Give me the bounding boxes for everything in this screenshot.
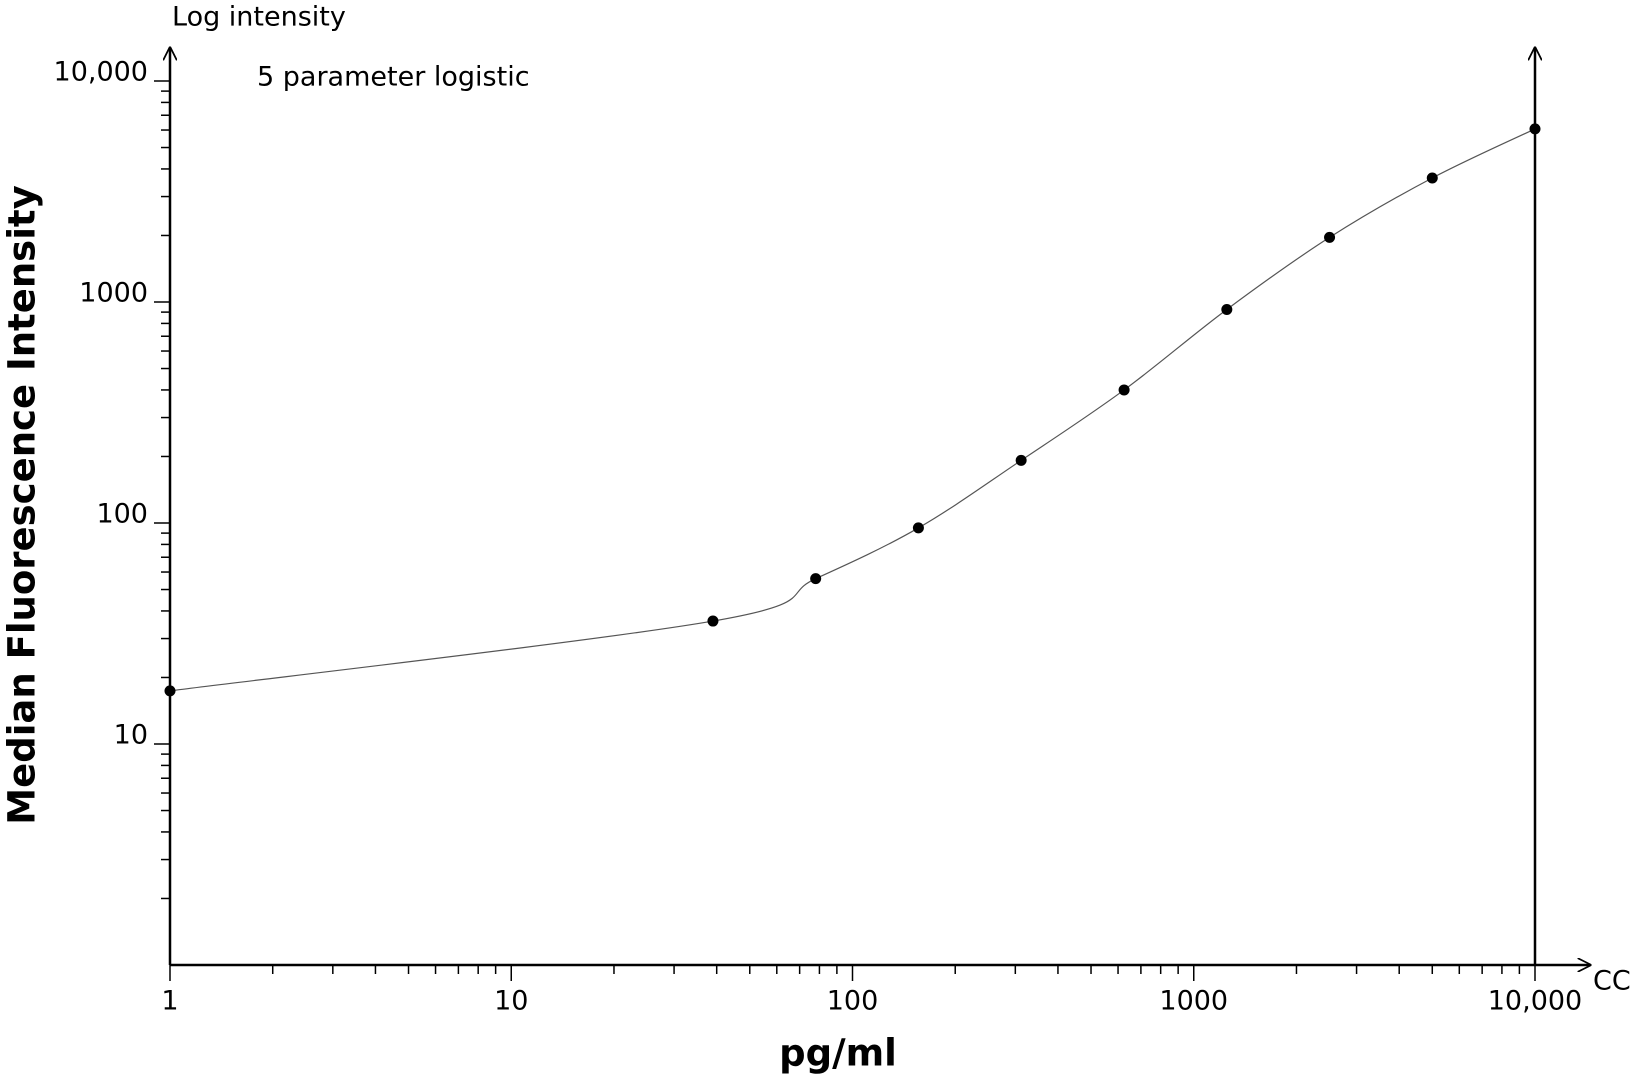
x-tick-label: 1 bbox=[161, 986, 178, 1017]
fit-curve bbox=[169, 128, 1536, 692]
data-point bbox=[810, 573, 822, 585]
x-axis-note: CC bbox=[1593, 966, 1631, 997]
data-point bbox=[1118, 384, 1130, 396]
data-point bbox=[1221, 303, 1233, 315]
x-tick-label: 100 bbox=[827, 986, 879, 1017]
y-tick-label: 10,000 bbox=[54, 57, 148, 88]
y-tick-label: 10 bbox=[114, 720, 148, 751]
x-tick-label: 1000 bbox=[1159, 986, 1228, 1017]
y-tick-label: 1000 bbox=[79, 278, 148, 309]
x-axis-label: pg/ml bbox=[779, 1032, 897, 1075]
annotation: 5 parameter logistic bbox=[257, 62, 530, 93]
y-tick-label: 100 bbox=[96, 499, 148, 530]
x-tick-label: 10,000 bbox=[1488, 986, 1582, 1017]
data-point bbox=[1529, 123, 1541, 135]
y-axis-note: Log intensity bbox=[172, 2, 346, 33]
data-point bbox=[1015, 454, 1027, 466]
data-point bbox=[1426, 172, 1438, 184]
y-axis-label: Median Fluorescence Intensity bbox=[1, 185, 44, 824]
data-point bbox=[912, 522, 924, 534]
data-point bbox=[164, 685, 176, 697]
data-point bbox=[707, 615, 719, 627]
data-point bbox=[1324, 231, 1336, 243]
x-tick-label: 10 bbox=[494, 986, 528, 1017]
